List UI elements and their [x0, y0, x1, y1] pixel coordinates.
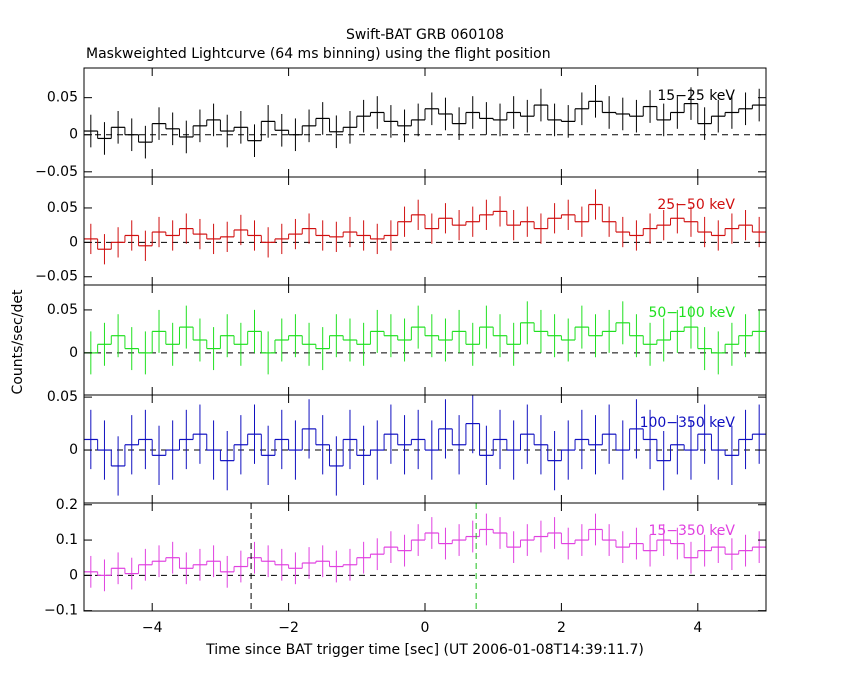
panel — [84, 85, 766, 159]
band-label: 25−50 keV — [657, 197, 735, 213]
x-tick-label: 4 — [693, 620, 702, 636]
panel — [84, 395, 766, 496]
panel — [84, 189, 766, 265]
chart-title: Swift-BAT GRB 060108 — [346, 27, 504, 43]
y-tick-label: 0.05 — [47, 200, 78, 216]
y-tick-label: 0.05 — [47, 389, 78, 405]
band-label: 50−100 keV — [648, 305, 735, 321]
y-tick-label: 0 — [69, 234, 78, 250]
x-tick-label: 2 — [557, 620, 566, 636]
y-tick-label: −0.1 — [44, 603, 78, 619]
band-label: 100−350 keV — [640, 415, 736, 431]
y-tick-label: −0.05 — [35, 164, 78, 180]
band-label: 15−350 keV — [648, 523, 735, 539]
x-axis-label: Time since BAT trigger time [sec] (UT 20… — [205, 642, 644, 658]
y-tick-label: 0.05 — [47, 90, 78, 106]
x-tick-label: 0 — [421, 620, 430, 636]
band-label: 15−25 keV — [657, 88, 735, 104]
y-tick-label: 0.2 — [56, 497, 78, 513]
panel — [84, 503, 766, 611]
y-tick-label: 0 — [69, 567, 78, 583]
y-tick-label: 0 — [69, 127, 78, 143]
x-tick-label: −4 — [142, 620, 163, 636]
panel — [84, 301, 766, 375]
chart-subtitle: Maskweighted Lightcurve (64 ms binning) … — [86, 46, 551, 62]
y-tick-label: 0 — [69, 345, 78, 361]
y-tick-label: 0.05 — [47, 302, 78, 318]
y-tick-label: 0 — [69, 442, 78, 458]
x-tick-label: −2 — [278, 620, 299, 636]
y-tick-label: −0.05 — [35, 269, 78, 285]
y-tick-label: 0.1 — [56, 532, 78, 548]
y-axis-label: Counts/sec/det — [10, 289, 26, 394]
